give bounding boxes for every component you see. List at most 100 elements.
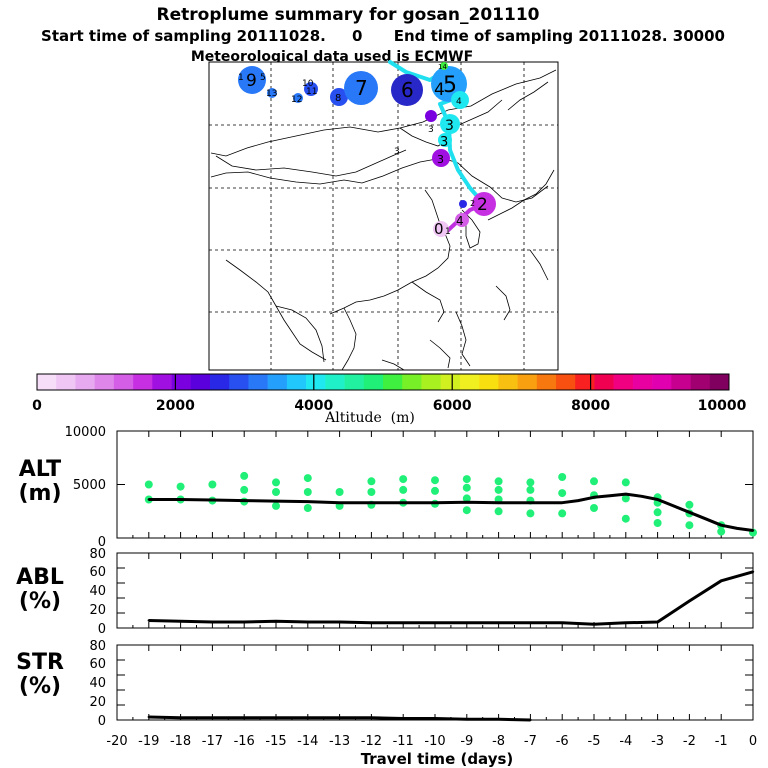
colorbar-cell <box>556 374 576 390</box>
colorbar-cell <box>440 374 461 390</box>
alt-ytick-label: 10000 <box>65 425 106 440</box>
x-tick-label: -18 <box>170 734 191 749</box>
colorbar-cell <box>190 374 211 390</box>
data-point <box>179 498 182 501</box>
x-tick-label: -9 <box>460 734 473 749</box>
data-point <box>402 621 405 624</box>
x-tick-label: -8 <box>492 734 505 749</box>
str-ytick-labels: 0 20 40 60 80 <box>89 639 106 729</box>
altitude-marker <box>272 488 280 496</box>
cluster-label: 3 <box>428 125 434 135</box>
abl-marks <box>116 553 755 629</box>
data-point <box>402 501 405 504</box>
x-tick-label: -20 <box>106 734 127 749</box>
cluster-label: 10 <box>302 79 314 89</box>
altitude-marker <box>653 508 662 517</box>
x-axis-tick-labels: -20 -19 -18 -17 -16 -15 -14 -13 -12 -11 -10 -9 -8 -7-… <box>106 734 757 749</box>
cluster-label: 2 <box>477 195 488 215</box>
data-point <box>306 716 309 719</box>
data-point <box>640 495 643 498</box>
colorbar-cell <box>229 374 249 390</box>
data-point <box>592 496 596 499</box>
cluster-label: 1 <box>445 227 451 237</box>
abl-ytick-label: 0 <box>98 622 106 637</box>
colorbar-cell <box>325 374 345 390</box>
colorbar-cell <box>632 374 653 390</box>
cluster-label: 3 <box>445 118 454 134</box>
cluster-marker <box>344 71 378 105</box>
data-point <box>243 620 246 624</box>
cluster-label: 3 <box>394 147 400 157</box>
colorbar-cell <box>113 374 134 390</box>
altitude-marker <box>431 486 439 495</box>
altitude-marker <box>240 471 249 480</box>
x-tick-label: 0 <box>749 734 757 749</box>
cluster-marker <box>472 192 496 216</box>
data-point <box>147 498 150 501</box>
sampling-times: Start time of sampling 20111028. 0 End t… <box>41 27 725 45</box>
cluster-label: 0 <box>434 220 444 238</box>
data-point <box>147 619 150 622</box>
data-point <box>529 501 532 504</box>
data-point <box>433 717 437 720</box>
data-point <box>433 501 437 504</box>
x-tick-label: -15 <box>265 734 286 749</box>
cluster-label: 4 <box>456 214 464 228</box>
colorbar-dividers <box>174 374 592 390</box>
altitude-marker <box>558 473 567 481</box>
data-point <box>656 498 659 501</box>
data-point <box>704 517 707 520</box>
coastlines <box>210 69 557 371</box>
colorbar-cell <box>152 374 172 390</box>
cluster-marker <box>455 213 469 227</box>
cluster-marker <box>238 66 266 94</box>
alt-ylabel-line1: ALT <box>19 457 61 482</box>
cluster-label: 5 <box>443 73 457 98</box>
x-tick-label: -16 <box>234 734 255 749</box>
colorbar-tick: 2000 <box>156 398 195 414</box>
alt-ytick-label: 5000 <box>73 478 106 493</box>
data-point <box>497 621 500 624</box>
data-point <box>274 620 278 623</box>
str-ytick-label: 20 <box>89 695 106 710</box>
colorbar-cell <box>459 374 480 390</box>
colorbar-cell <box>37 374 57 390</box>
altitude-marker <box>462 475 471 484</box>
altitude-marker <box>431 476 439 485</box>
altitude-marker <box>367 477 376 486</box>
data-point <box>592 623 596 626</box>
altitude-marker <box>462 494 471 503</box>
data-point <box>370 501 373 504</box>
altitude-marker <box>462 506 471 515</box>
altitude-marker <box>526 478 535 487</box>
cluster-markers <box>238 62 496 237</box>
data-point <box>720 579 723 582</box>
cluster-label: 6 <box>401 78 414 102</box>
cluster-marker <box>330 88 348 106</box>
x-tick-label: -14 <box>297 734 318 749</box>
colorbar-cell <box>671 374 691 390</box>
trajectory-map: 1 9 5 13 12 10 11 8 7 6 4 5 14 4 3 3 3 3… <box>208 60 559 371</box>
data-point <box>147 715 150 719</box>
colorbar-label: Altitude (m) <box>324 410 415 426</box>
colorbar-cells <box>37 374 730 390</box>
colorbar-cell <box>536 374 557 390</box>
data-point <box>338 501 341 504</box>
cluster-label: 3 <box>437 153 444 166</box>
colorbar-cell <box>133 374 153 390</box>
str-ytick-label: 40 <box>89 676 106 691</box>
colorbar-cell <box>306 374 326 390</box>
meteorological-data-note: Meteorological data used is ECMWF <box>191 49 473 65</box>
cluster-label: 13 <box>266 89 277 99</box>
colorbar-cell <box>363 374 384 390</box>
data-point <box>338 716 341 719</box>
data-point <box>306 500 309 503</box>
str-ytick-label: 60 <box>89 657 106 672</box>
data-point <box>529 621 532 624</box>
altitude-marker <box>399 485 408 494</box>
cluster-marker <box>438 133 452 147</box>
altitude-marker <box>367 488 376 496</box>
data-point <box>370 716 373 719</box>
altitude-marker <box>558 509 567 518</box>
cluster-label: 5 <box>260 73 266 83</box>
